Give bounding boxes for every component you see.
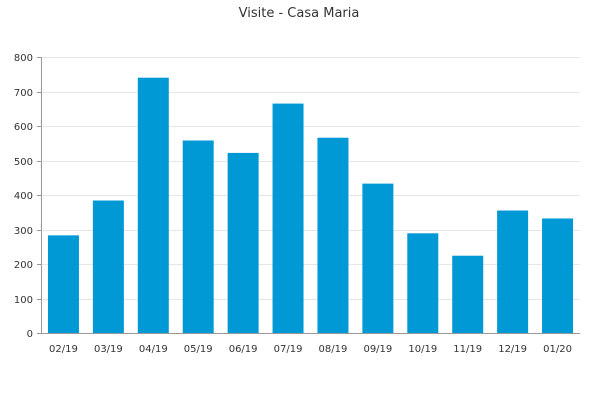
x-tick-label: 07/19 (274, 344, 303, 355)
x-tick-label: 10/19 (408, 344, 437, 355)
x-tick-label: 08/19 (319, 344, 348, 355)
x-tick-label: 06/19 (229, 344, 258, 355)
x-tick-labels: 02/19 03/19 04/19 05/19 06/19 07/19 08/19 09/19… (49, 344, 572, 355)
y-tick-label: 700 (14, 88, 33, 99)
gridlines (41, 57, 580, 300)
bar-11-19 (452, 255, 484, 333)
y-tick-label: 100 (14, 295, 33, 306)
axes (37, 57, 580, 334)
y-tick-label: 200 (14, 260, 33, 271)
y-tick-labels: 0 100 200 300 400 500 600 700 800 (14, 53, 33, 340)
bars (47, 77, 574, 333)
x-tick-label: 05/19 (184, 344, 213, 355)
bar-08-19 (317, 137, 349, 333)
bar-09-19 (362, 183, 394, 333)
x-tick-label: 11/19 (453, 344, 482, 355)
x-tick-label: 09/19 (363, 344, 392, 355)
y-tick-label: 500 (14, 157, 33, 168)
chart-title: Visite - Casa Maria (239, 6, 360, 21)
bar-04-19 (137, 77, 169, 333)
x-tick-label: 12/19 (498, 344, 527, 355)
bar-03-19 (92, 200, 124, 333)
x-tick-label: 02/19 (49, 344, 78, 355)
y-tick-label: 300 (14, 226, 33, 237)
bar-01-20 (542, 218, 574, 333)
bar-10-19 (407, 233, 439, 333)
y-tick-label: 400 (14, 191, 33, 202)
y-tick-label: 800 (14, 53, 33, 64)
x-tick-label: 04/19 (139, 344, 168, 355)
bar-07-19 (272, 103, 304, 333)
bar-12-19 (497, 210, 529, 333)
x-tick-label: 01/20 (543, 344, 572, 355)
x-tick-label: 03/19 (94, 344, 123, 355)
bar-02-19 (47, 235, 79, 333)
bar-06-19 (227, 152, 259, 333)
y-tick-label: 0 (27, 329, 33, 340)
y-tick-label: 600 (14, 122, 33, 133)
bar-05-19 (182, 140, 214, 333)
